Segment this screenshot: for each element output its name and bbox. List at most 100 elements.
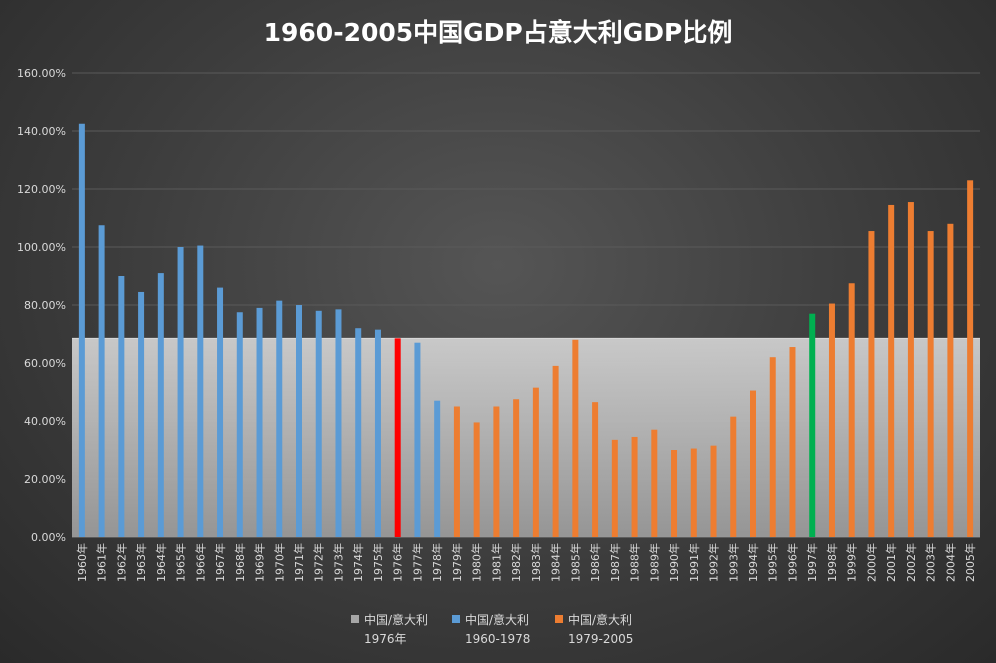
legend-swatch (555, 615, 563, 623)
bar (750, 390, 756, 537)
bar (789, 347, 796, 537)
x-tick-label: 1995年 (766, 543, 780, 582)
bar (967, 180, 974, 538)
legend-sublabel: 1976年 (364, 632, 407, 646)
bar (197, 245, 204, 538)
x-tick-label: 1960年 (75, 543, 89, 582)
x-tick-label: 1986年 (588, 543, 602, 582)
x-tick-label: 1994年 (746, 543, 760, 582)
x-tick-label: 1962年 (114, 543, 128, 582)
bar (592, 402, 599, 537)
x-tick-label: 1981年 (489, 543, 503, 582)
bar (296, 305, 302, 537)
x-tick-label: 1987年 (608, 543, 622, 582)
x-tick-label: 1999年 (845, 543, 859, 582)
x-tick-label: 2002年 (904, 543, 918, 582)
x-tick-label: 1998年 (825, 543, 839, 582)
x-tick-label: 1985年 (568, 543, 582, 582)
x-tick-label: 1984年 (549, 543, 563, 582)
bar (138, 291, 145, 537)
x-tick-label: 1977年 (410, 543, 424, 582)
bar (690, 448, 697, 537)
x-tick-label: 1992年 (707, 543, 721, 582)
x-tick-label: 1970年 (272, 543, 286, 582)
bar (217, 287, 224, 537)
bar (414, 342, 421, 537)
legend: 中国/意大利 1976年 中国/意大利 1960-1978 中国/意大利 1979-200… (351, 612, 633, 646)
x-tick-label: 1983年 (529, 543, 543, 582)
y-axis: 0.00% 20.00% 40.00% 60.00% 80.00% 100.00% 120.… (17, 67, 66, 544)
x-tick-label: 1978年 (430, 543, 444, 582)
bar (828, 303, 835, 537)
y-tick-label: 60.00% (24, 357, 66, 370)
bar (848, 283, 855, 537)
reference-band-1976 (72, 337, 980, 537)
bar (611, 439, 618, 537)
x-tick-label: 1973年 (331, 543, 345, 582)
bar (947, 223, 954, 538)
x-tick-label: 2005年 (963, 543, 977, 582)
x-tick-label: 2003年 (924, 543, 938, 582)
legend-swatch (452, 615, 460, 623)
bar (710, 445, 717, 537)
x-tick-label: 1969年 (253, 543, 267, 582)
bar (888, 204, 895, 537)
bar (118, 276, 125, 537)
x-tick-label: 1972年 (312, 543, 326, 582)
x-tick-label: 1971年 (292, 543, 306, 582)
x-tick-label: 1990年 (667, 543, 681, 582)
bar (907, 202, 914, 538)
bar (769, 357, 776, 537)
x-tick-label: 1982年 (509, 543, 523, 582)
bar (493, 406, 500, 537)
x-tick-label: 1967年 (213, 543, 227, 582)
x-tick-label: 2004年 (943, 543, 957, 582)
x-tick-label: 1989年 (647, 543, 661, 582)
x-tick-label: 1963年 (134, 543, 148, 582)
x-tick-label: 1988年 (628, 543, 642, 582)
x-tick-label: 1991年 (687, 543, 701, 582)
x-tick-label: 1980年 (470, 543, 484, 582)
legend-label: 中国/意大利 (568, 612, 632, 627)
band-area (72, 338, 980, 537)
bar (868, 231, 875, 538)
y-tick-label: 80.00% (24, 299, 66, 312)
bar (532, 387, 539, 537)
x-tick-label: 1993年 (726, 543, 740, 582)
bar (671, 450, 678, 537)
x-tick-label: 1975年 (371, 543, 385, 582)
x-tick-label: 1966年 (193, 543, 207, 582)
bar (730, 416, 737, 537)
x-tick-label: 1961年 (95, 543, 109, 582)
bar (236, 312, 243, 537)
y-tick-label: 140.00% (17, 125, 66, 138)
bar (927, 231, 934, 538)
y-tick-label: 20.00% (24, 473, 66, 486)
x-tick-label: 1979年 (450, 543, 464, 582)
bar (78, 123, 85, 537)
bar (809, 313, 816, 537)
x-tick-label: 1965年 (174, 543, 188, 582)
y-tick-label: 120.00% (17, 183, 66, 196)
x-tick-label: 1974年 (351, 543, 365, 582)
bar (374, 329, 381, 537)
x-tick-label: 2000年 (864, 543, 878, 582)
bar (256, 307, 263, 537)
bar (434, 400, 441, 537)
bar (651, 429, 658, 537)
x-tick-label: 1976年 (391, 543, 405, 582)
y-tick-label: 0.00% (31, 531, 66, 544)
bar (394, 338, 401, 537)
bar (513, 399, 520, 537)
legend-swatch (351, 615, 359, 623)
bar (335, 309, 342, 537)
bar (631, 436, 638, 537)
bar (572, 339, 579, 537)
legend-sublabel: 1979-2005 (568, 632, 633, 646)
x-tick-label: 2001年 (884, 543, 898, 582)
x-tick-label: 1968年 (233, 543, 247, 582)
legend-sublabel: 1960-1978 (465, 632, 530, 646)
bars (78, 123, 974, 538)
bar (552, 365, 559, 537)
